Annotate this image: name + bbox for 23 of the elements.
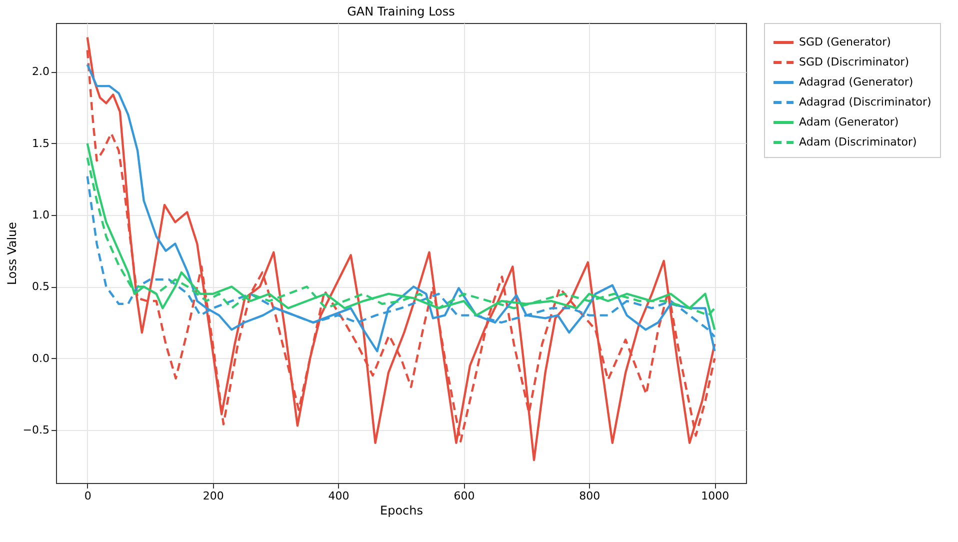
line-series [86, 63, 716, 352]
x-tick-label: 200 [202, 490, 224, 502]
legend-label: Adagrad (Discriminator) [799, 96, 932, 108]
x-tick-label: 800 [579, 490, 600, 502]
line-series [86, 142, 716, 331]
legend-label: SGD (Generator) [799, 36, 891, 48]
x-tick-label: 600 [454, 490, 475, 502]
y-tick-label: 0.0 [32, 352, 50, 365]
chart-title: GAN Training Loss [347, 4, 455, 18]
legend-label: Adagrad (Generator) [799, 76, 914, 88]
x-tick-label: 0 [84, 490, 92, 502]
y-axis-title: Loss Value [4, 222, 19, 286]
legend-label: Adam (Generator) [799, 116, 899, 128]
y-tick-label: −0.5 [22, 423, 50, 436]
y-tick-label: 2.0 [32, 65, 50, 78]
y-tick-label: 0.5 [32, 280, 50, 294]
x-axis-title: Epochs [380, 504, 423, 518]
x-tick-label: 400 [328, 490, 350, 502]
legend-label: Adam (Discriminator) [799, 136, 917, 148]
x-tick-label: 1000 [701, 490, 730, 502]
y-tick-label: 1.5 [32, 136, 50, 150]
y-tick-label: 1.0 [32, 208, 50, 222]
legend-label: SGD (Discriminator) [799, 56, 909, 68]
